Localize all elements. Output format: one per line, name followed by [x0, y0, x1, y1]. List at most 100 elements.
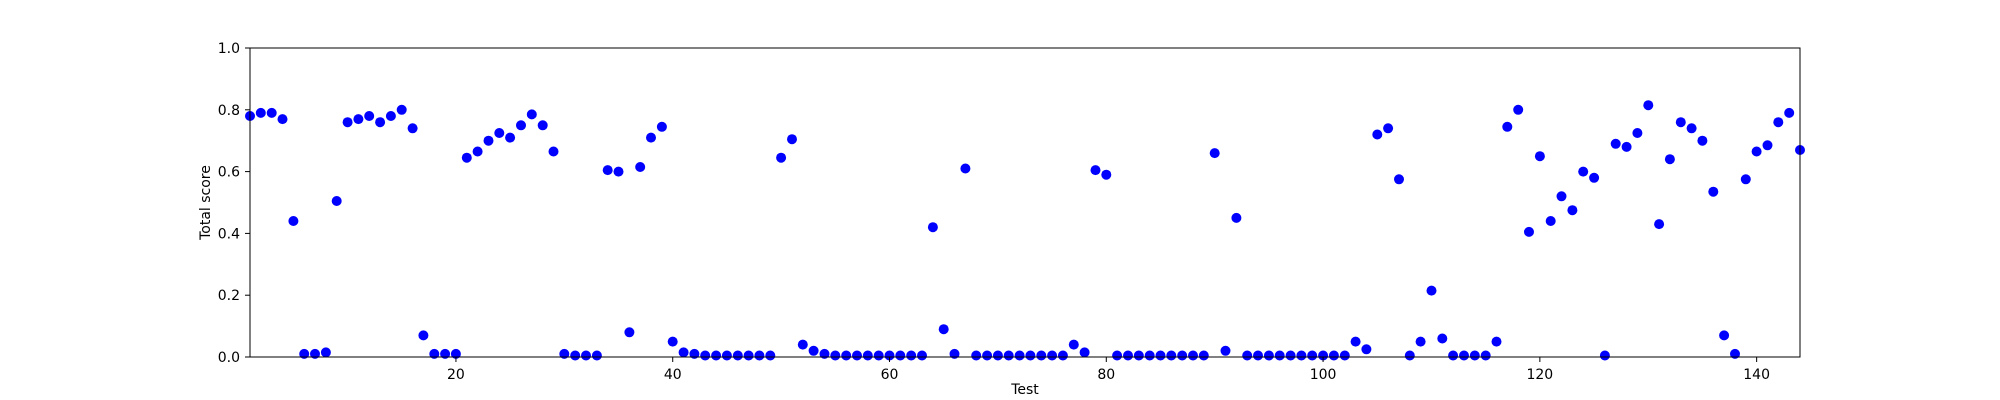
data-point: [646, 132, 656, 143]
data-point: [1708, 186, 1719, 197]
data-point: [494, 128, 505, 138]
data-point: [1675, 117, 1686, 128]
data-point: [1404, 350, 1415, 361]
data-point: [288, 216, 299, 226]
x-tick-label: 60: [881, 367, 899, 383]
data-point: [342, 117, 353, 128]
data-point: [1383, 123, 1394, 134]
data-point: [1784, 107, 1795, 118]
data-point: [1502, 121, 1513, 132]
data-point: [949, 348, 960, 359]
data-point: [1144, 350, 1155, 361]
data-point: [1090, 165, 1101, 176]
data-point: [1220, 345, 1231, 356]
data-point: [1426, 285, 1437, 296]
y-tick-label: 1.0: [218, 41, 240, 57]
data-point: [1350, 336, 1361, 347]
data-point: [418, 330, 429, 341]
data-point: [1730, 348, 1740, 359]
data-point: [754, 350, 765, 361]
data-point: [516, 120, 526, 131]
data-point: [1513, 104, 1524, 115]
data-point: [1339, 350, 1350, 361]
data-point: [1253, 350, 1263, 361]
data-point: [1719, 330, 1730, 341]
data-point: [299, 348, 310, 359]
data-point: [960, 163, 971, 174]
data-point: [1740, 174, 1751, 185]
data-point: [1643, 100, 1654, 111]
data-point: [635, 162, 646, 172]
data-point: [1025, 350, 1036, 361]
data-point: [830, 350, 841, 361]
y-axis-label: Total score: [198, 165, 214, 241]
data-point: [1361, 344, 1372, 355]
data-point: [1003, 350, 1014, 361]
data-point: [1133, 350, 1144, 361]
x-axis-ticks: 20 40 60 80 100 120 140: [447, 357, 1770, 383]
data-point: [808, 345, 819, 356]
data-point: [938, 324, 949, 335]
data-point: [1307, 350, 1318, 361]
data-point: [1112, 350, 1123, 361]
data-point: [917, 350, 927, 361]
data-point: [1599, 350, 1610, 361]
data-point: [776, 152, 787, 163]
data-point: [1589, 172, 1600, 183]
data-point: [1047, 350, 1058, 361]
data-point: [570, 350, 581, 361]
data-point: [895, 350, 906, 361]
data-point: [721, 350, 732, 361]
data-point: [927, 222, 938, 233]
data-point: [1177, 350, 1188, 361]
data-point: [1014, 350, 1025, 361]
data-point: [277, 114, 288, 125]
data-point: [1556, 191, 1567, 202]
data-point: [1296, 350, 1307, 361]
x-axis-label: Test: [1010, 382, 1039, 398]
data-point: [1654, 219, 1665, 230]
data-point: [1328, 350, 1339, 361]
data-point: [1664, 154, 1675, 165]
data-point: [862, 350, 873, 361]
data-point: [407, 123, 418, 134]
data-point: [429, 348, 440, 359]
data-point: [537, 120, 548, 131]
data-point: [700, 350, 711, 361]
data-point: [667, 336, 678, 347]
data-point: [1068, 339, 1079, 350]
data-point: [364, 111, 375, 121]
data-point: [591, 350, 602, 361]
data-point: [1101, 169, 1112, 180]
data-point: [1198, 350, 1209, 361]
data-point: [602, 165, 613, 176]
data-point: [1534, 151, 1545, 162]
data-point: [841, 350, 852, 361]
data-point: [385, 111, 396, 121]
data-point: [1751, 146, 1762, 157]
data-point: [1036, 350, 1047, 361]
data-point: [353, 114, 364, 125]
data-point: [1524, 226, 1534, 237]
data-point: [884, 350, 895, 361]
x-tick-label: 40: [664, 367, 682, 383]
y-tick-label: 0.8: [218, 103, 240, 119]
data-points: [245, 100, 1805, 361]
data-point: [1166, 350, 1177, 361]
data-point: [320, 347, 331, 358]
data-point: [461, 152, 472, 163]
data-point: [732, 350, 743, 361]
data-point: [1567, 205, 1578, 216]
data-point: [1057, 350, 1068, 361]
data-point: [255, 107, 266, 118]
data-point: [472, 146, 483, 157]
data-point: [375, 117, 386, 128]
data-point: [1242, 350, 1253, 361]
data-point: [797, 339, 808, 350]
data-point: [450, 348, 461, 359]
data-point: [1697, 135, 1708, 146]
data-point: [765, 350, 776, 361]
y-axis-ticks: 0.0 0.2 0.4 0.6 0.8 1.0: [218, 41, 250, 366]
